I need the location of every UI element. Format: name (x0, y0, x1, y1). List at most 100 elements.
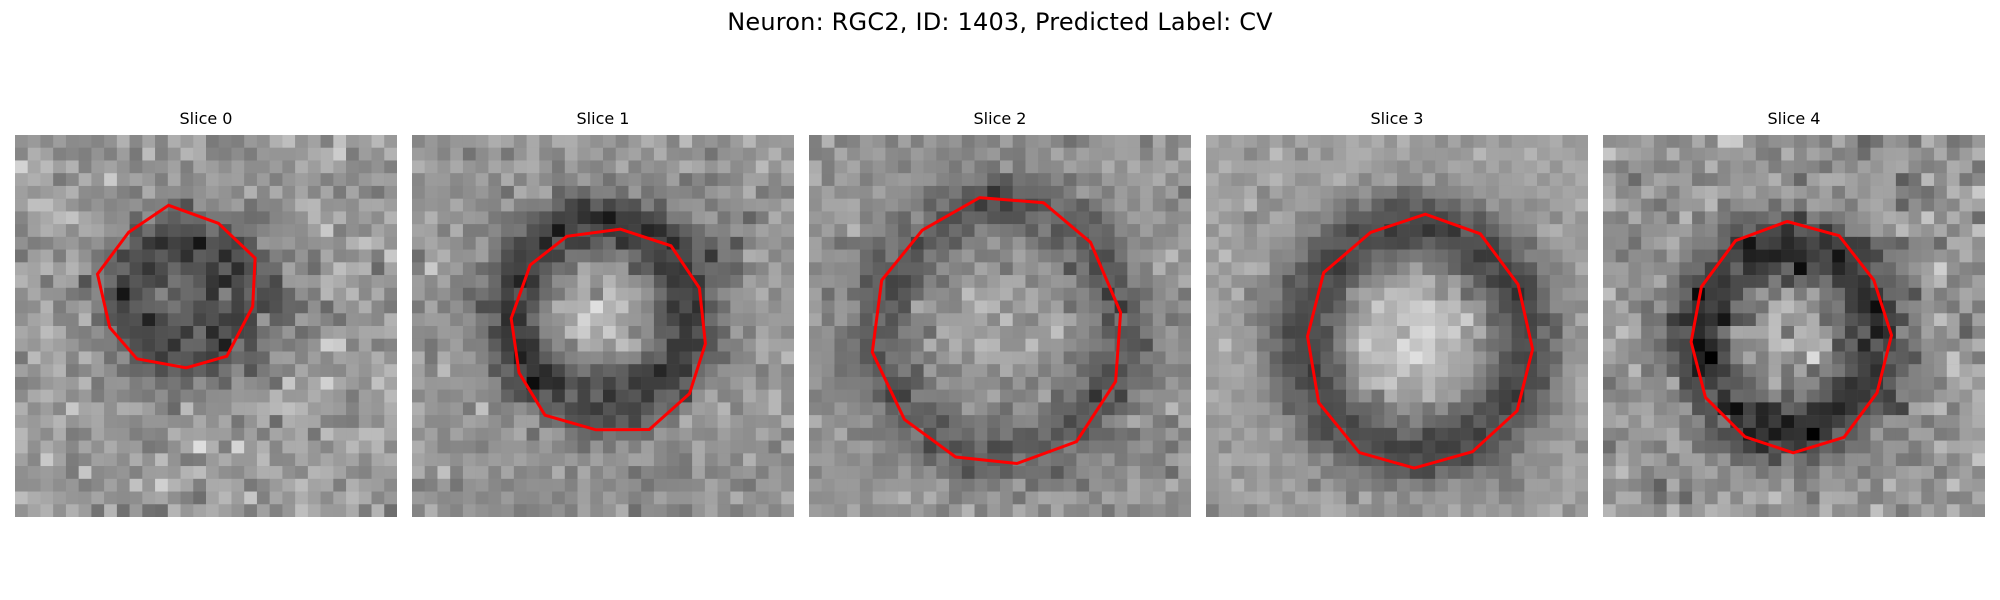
slice-1-pixel (743, 478, 756, 492)
slice-0-pixel (371, 427, 385, 441)
slice-3-pixel (1231, 376, 1245, 390)
slice-0-pixel (206, 249, 219, 263)
slice-4-pixel (1908, 287, 1922, 301)
slice-1-pixel (437, 262, 451, 276)
slice-1-pixel (488, 326, 502, 339)
slice-title-2: Slice 2 (973, 109, 1027, 128)
slice-0-pixel (167, 185, 181, 199)
slice-3-pixel (1358, 440, 1372, 454)
slice-0-pixel (15, 262, 28, 276)
slice-1-pixel (679, 427, 693, 441)
slice-4-pixel (1704, 415, 1718, 429)
slice-0-pixel (358, 224, 372, 238)
slice-3-pixel (1524, 427, 1538, 441)
slice-3-pixel (1549, 160, 1563, 174)
slice-panel-2: Slice 2 (809, 110, 1191, 520)
slice-3-pixel (1282, 224, 1296, 238)
slice-4-pixel (1934, 478, 1947, 492)
slice-4-pixel (1641, 376, 1655, 390)
slice-0-pixel (104, 364, 118, 378)
slice-0-pixel (193, 198, 207, 212)
slice-1-pixel (462, 135, 476, 148)
slice-2-pixel (987, 313, 1001, 327)
slice-3-pixel (1422, 402, 1436, 416)
slice-4-pixel (1692, 198, 1706, 212)
slice-0-pixel (307, 338, 321, 352)
slice-0-pixel (256, 211, 270, 225)
slice-4-pixel (1603, 402, 1616, 416)
slice-1-pixel (501, 135, 515, 148)
slice-1-pixel (526, 478, 540, 492)
slice-3-pixel (1269, 427, 1283, 441)
slice-2-pixel (1000, 364, 1013, 378)
slice-0-pixel (180, 300, 194, 314)
slice-3-pixel (1218, 440, 1232, 454)
slice-2-pixel (1000, 198, 1013, 212)
slice-3-pixel (1256, 478, 1270, 492)
slice-3-pixel (1282, 262, 1296, 276)
slice-2-pixel (1000, 427, 1013, 441)
slice-4-pixel (1844, 224, 1858, 238)
slice-2-pixel (936, 364, 950, 378)
slice-2-pixel (1089, 364, 1103, 378)
slice-1-pixel (590, 287, 604, 301)
slice-3-pixel (1422, 287, 1436, 301)
slice-2-pixel (1000, 351, 1013, 365)
slice-2-pixel (885, 491, 899, 505)
slice-3-pixel (1473, 211, 1487, 225)
slice-0-pixel (256, 198, 270, 212)
slice-4-pixel (1921, 491, 1935, 505)
slice-2-pixel (898, 466, 912, 479)
slice-2-pixel (885, 185, 899, 199)
slice-2-pixel (885, 402, 899, 416)
slice-4-pixel (1806, 211, 1820, 225)
slice-4-pixel (1781, 300, 1795, 314)
slice-0-pixel (78, 173, 92, 187)
slice-3-pixel (1358, 504, 1372, 517)
slice-3-pixel (1206, 249, 1219, 263)
slice-3-pixel (1320, 338, 1334, 352)
slice-3-pixel (1333, 313, 1347, 327)
slice-0-pixel (193, 287, 207, 301)
slice-4-pixel (1908, 224, 1922, 238)
slice-4-pixel (1743, 287, 1756, 301)
slice-0-pixel (155, 300, 168, 314)
slice-0-pixel (295, 236, 309, 250)
slice-3-pixel (1320, 402, 1334, 416)
slice-2-pixel (809, 313, 822, 327)
slice-2-pixel (1152, 389, 1166, 403)
slice-2-pixel (936, 478, 950, 492)
slice-4-pixel (1883, 300, 1897, 314)
slice-1-pixel (577, 236, 591, 250)
slice-4-pixel (1895, 364, 1909, 378)
slice-3-pixel (1575, 415, 1588, 429)
slice-0-pixel (193, 224, 207, 238)
slice-3-pixel (1346, 160, 1359, 174)
slice-3-pixel (1333, 440, 1347, 454)
slice-2-pixel (910, 249, 924, 263)
slice-0-pixel (218, 415, 232, 429)
slice-1-pixel (539, 211, 553, 225)
slice-4-pixel (1946, 389, 1960, 403)
slice-1-pixel (717, 211, 731, 225)
slice-4-pixel (1883, 402, 1897, 416)
slice-4-pixel (1832, 453, 1846, 467)
slice-1-pixel (475, 338, 489, 352)
slice-2-pixel (1165, 262, 1179, 276)
slice-4-pixel (1883, 440, 1897, 454)
slice-1-pixel (603, 440, 616, 454)
slice-2-pixel (898, 262, 912, 276)
slice-1-pixel (730, 326, 744, 339)
slice-1-pixel (704, 440, 718, 454)
slice-0-pixel (116, 160, 130, 174)
slice-4-pixel (1743, 491, 1756, 505)
slice-0-pixel (193, 364, 207, 378)
slice-3-pixel (1320, 135, 1334, 148)
slice-2-pixel (1165, 224, 1179, 238)
slice-4-pixel (1679, 173, 1693, 187)
slice-1-pixel (666, 198, 680, 212)
slice-0-pixel (116, 504, 130, 517)
slice-3-pixel (1562, 376, 1576, 390)
slice-0-pixel (167, 147, 181, 161)
slice-0-pixel (307, 198, 321, 212)
